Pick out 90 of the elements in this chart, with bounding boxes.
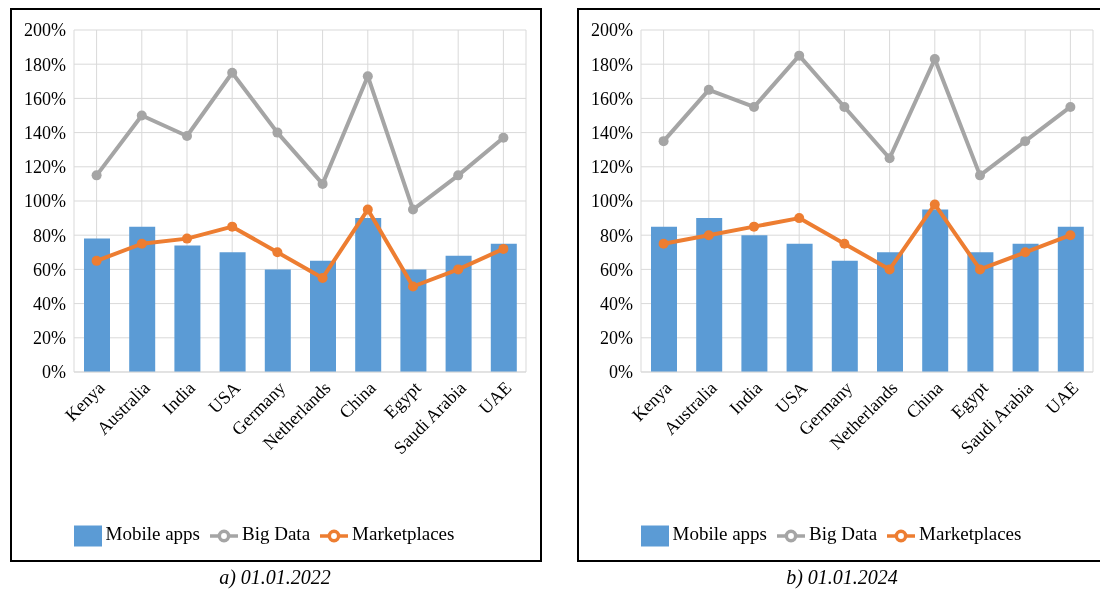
- bar: [490, 243, 517, 372]
- point: [794, 50, 805, 61]
- y-tick-label: 40%: [600, 293, 633, 314]
- point: [272, 247, 283, 258]
- point: [182, 233, 192, 244]
- y-tick-label: 20%: [33, 328, 66, 349]
- bar: [877, 252, 903, 372]
- legend-label: Mobile apps: [672, 523, 768, 545]
- point: [884, 153, 895, 164]
- point: [658, 238, 669, 249]
- point: [749, 221, 759, 232]
- legend-label: Big Data: [809, 523, 878, 545]
- bar: [1057, 226, 1084, 372]
- y-tick-label: 160%: [24, 88, 66, 109]
- point: [794, 213, 805, 224]
- legend-label: Big Data: [242, 523, 311, 545]
- point: [1020, 136, 1031, 147]
- point: [498, 132, 509, 143]
- bar: [174, 245, 201, 372]
- point: [975, 264, 985, 275]
- y-tick-label: 60%: [600, 259, 633, 280]
- y-tick-label: 180%: [591, 54, 633, 75]
- y-tick-label: 100%: [24, 191, 66, 212]
- y-tick-label: 80%: [600, 225, 633, 246]
- legend-label: Marketplaces: [919, 523, 1022, 545]
- legend-label: Mobile apps: [105, 523, 201, 545]
- point: [362, 204, 373, 215]
- bar: [967, 252, 994, 372]
- point: [91, 170, 102, 181]
- y-tick-label: 140%: [591, 122, 633, 143]
- y-tick-label: 0%: [42, 362, 66, 383]
- y-tick-label: 80%: [33, 225, 66, 246]
- point: [703, 84, 714, 95]
- point: [929, 199, 940, 210]
- point: [498, 243, 509, 254]
- point: [658, 136, 669, 147]
- point: [408, 281, 418, 292]
- x-tick-label: India: [158, 377, 199, 419]
- legend-label: Marketplaces: [352, 523, 455, 545]
- x-tick-label: India: [725, 377, 766, 419]
- y-tick-label: 180%: [24, 54, 66, 75]
- point: [1020, 247, 1031, 258]
- bar: [355, 218, 382, 372]
- bar: [84, 238, 110, 372]
- point: [408, 204, 418, 215]
- bar: [264, 269, 291, 372]
- point: [317, 272, 328, 283]
- bar: [741, 235, 768, 372]
- point: [1065, 230, 1076, 241]
- point: [884, 264, 895, 275]
- point: [136, 110, 147, 121]
- point: [453, 170, 464, 181]
- point: [227, 221, 238, 232]
- point: [227, 67, 238, 78]
- point: [317, 178, 328, 189]
- y-tick-label: 140%: [24, 122, 66, 143]
- point: [272, 127, 283, 138]
- y-tick-label: 0%: [609, 362, 633, 383]
- point: [839, 238, 850, 249]
- bar: [1012, 243, 1039, 372]
- point: [749, 101, 759, 112]
- bar: [651, 226, 677, 372]
- y-tick-label: 60%: [33, 259, 66, 280]
- text: b) 01.01.2024: [785, 566, 899, 589]
- text: a) 01.01.2022: [218, 566, 332, 589]
- y-tick-label: 120%: [591, 157, 633, 178]
- point: [136, 238, 147, 249]
- bar: [922, 209, 949, 372]
- point: [91, 255, 102, 266]
- bar: [400, 269, 427, 372]
- y-tick-label: 200%: [24, 20, 66, 41]
- point: [975, 170, 985, 181]
- point: [703, 230, 714, 241]
- bar: [310, 260, 336, 372]
- point: [1065, 101, 1076, 112]
- point: [182, 131, 192, 142]
- bar: [831, 260, 858, 372]
- bar: [129, 226, 156, 372]
- bar: [696, 218, 723, 372]
- point: [453, 264, 464, 275]
- point: [839, 101, 850, 112]
- y-tick-label: 100%: [591, 191, 633, 212]
- bar: [445, 255, 472, 372]
- bar: [786, 243, 813, 372]
- y-tick-label: 200%: [591, 20, 633, 41]
- y-tick-label: 160%: [591, 88, 633, 109]
- y-tick-label: 40%: [33, 293, 66, 314]
- y-tick-label: 120%: [24, 157, 66, 178]
- y-tick-label: 20%: [600, 328, 633, 349]
- bar: [219, 252, 246, 372]
